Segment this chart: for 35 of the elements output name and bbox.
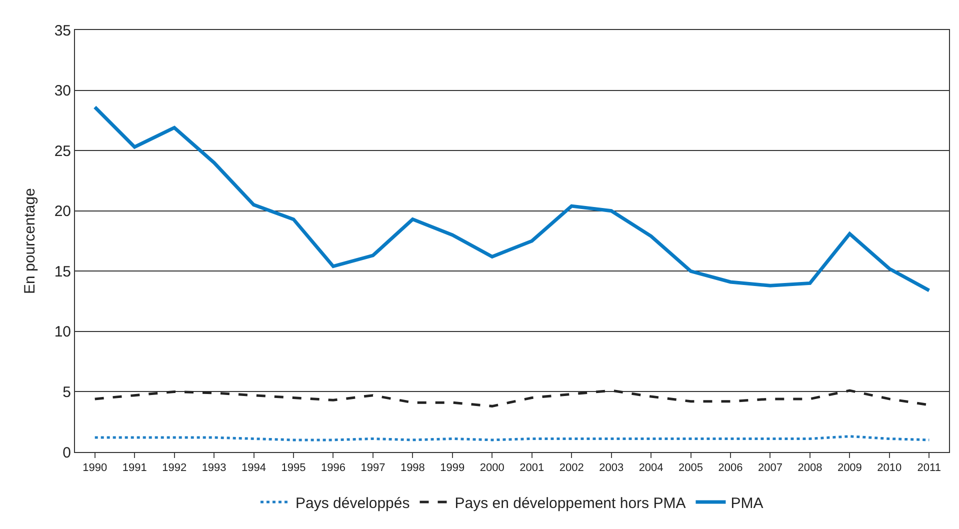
x-tick-label: 2007 (758, 462, 782, 474)
y-tick-label: 0 (62, 444, 71, 462)
y-tick-label: 25 (54, 142, 71, 160)
x-tick-label: 1994 (242, 462, 266, 474)
x-tick-label: 1992 (162, 462, 187, 474)
x-tick-label: 2011 (917, 462, 941, 474)
y-tick-label: 35 (54, 22, 71, 40)
x-tick-label: 1993 (202, 462, 226, 474)
x-tick-label: 2001 (520, 462, 544, 474)
x-tick-label: 1999 (440, 462, 465, 474)
x-tick-label: 1996 (320, 462, 346, 474)
x-tick-label: 2002 (559, 462, 584, 474)
x-tick-label: 2008 (798, 462, 822, 474)
x-tick-label: 2005 (678, 462, 704, 474)
legend-label: Pays en développement hors PMA (454, 494, 686, 512)
x-tick-label: 2003 (599, 462, 624, 474)
x-tick-label: 1991 (122, 462, 147, 474)
legend-label: Pays développés (296, 494, 410, 512)
x-tick-label: 1990 (82, 462, 108, 474)
x-tick-label: 2009 (837, 462, 862, 474)
x-tick-label: 1998 (400, 462, 425, 474)
x-tick-label: 2010 (877, 462, 902, 474)
legend-label: PMA (730, 494, 764, 512)
x-tick-label: 2004 (638, 462, 664, 474)
line-series (93, 105, 931, 292)
y-tick-label: 10 (54, 324, 71, 341)
y-tick-label: 5 (62, 384, 71, 401)
y-axis-title: En pourcentage (22, 188, 39, 294)
y-tick-label: 15 (54, 263, 71, 280)
x-tick-label: 2000 (480, 462, 504, 474)
y-tick-label: 20 (54, 203, 71, 220)
x-tick-label: 1997 (360, 462, 386, 474)
x-tick-label: 1995 (281, 462, 306, 474)
x-tick-label: 2006 (718, 462, 743, 474)
y-tick-label: 30 (54, 82, 71, 100)
